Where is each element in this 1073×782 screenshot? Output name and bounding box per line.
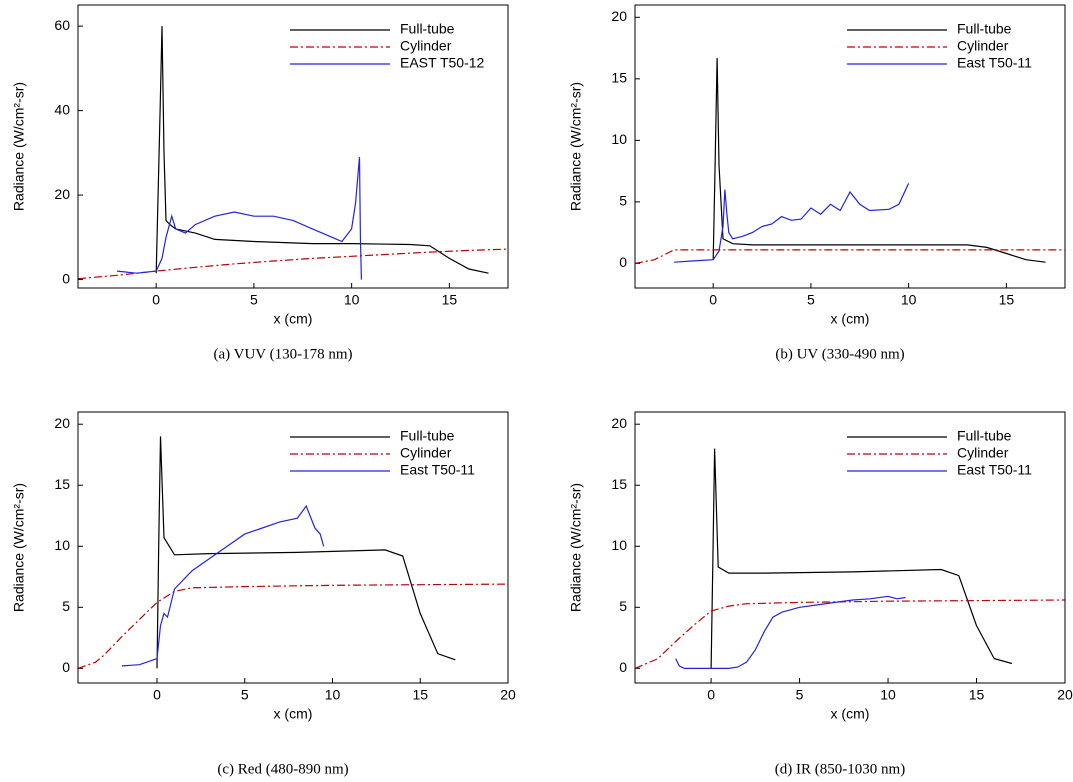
x-axis-label: x (cm) — [274, 706, 313, 722]
y-axis-label: Radiance (W/cm²-sr) — [11, 82, 27, 211]
x-tick-label: 5 — [796, 687, 804, 703]
legend-label: East T50-11 — [957, 55, 1032, 71]
plot-frame — [77, 4, 509, 289]
y-tick-label: 5 — [62, 598, 70, 614]
x-tick-label: 15 — [412, 687, 428, 703]
x-tick-label: 20 — [1057, 687, 1073, 703]
y-axis-label: Radiance (W/cm²-sr) — [568, 483, 584, 612]
series-line — [635, 599, 1065, 669]
series-line — [674, 183, 910, 263]
y-tick-label: 5 — [619, 598, 627, 614]
y-tick-label: 0 — [619, 254, 627, 270]
series-line — [675, 595, 906, 669]
y-tick-label: 15 — [54, 476, 70, 492]
series-line — [78, 248, 508, 280]
plot-frame — [634, 411, 1066, 684]
x-axis-label: x (cm) — [831, 706, 870, 722]
x-tick-label: 5 — [807, 292, 815, 308]
y-tick-label: 20 — [54, 415, 70, 431]
legend-label: Full-tube — [400, 428, 455, 444]
y-tick-label: 10 — [54, 537, 70, 553]
series-line — [712, 57, 1046, 263]
x-tick-label: 10 — [325, 687, 341, 703]
y-tick-label: 10 — [611, 537, 627, 553]
legend-label: Full-tube — [957, 21, 1012, 37]
x-tick-label: 15 — [969, 687, 985, 703]
plot-frame — [634, 4, 1066, 289]
y-tick-label: 0 — [619, 659, 627, 675]
x-tick-label: 10 — [901, 292, 917, 308]
y-tick-label: 5 — [619, 193, 627, 209]
series-line — [155, 26, 489, 274]
legend-label: Cylinder — [957, 38, 1009, 54]
caption: (a) VUV (130-178 nm) — [213, 346, 352, 362]
x-axis-label: x (cm) — [274, 311, 313, 327]
y-axis-label: Radiance (W/cm²-sr) — [568, 82, 584, 211]
legend-label: EAST T50-12 — [400, 55, 485, 71]
series-line — [121, 504, 325, 667]
legend-label: Cylinder — [400, 445, 452, 461]
series-line — [156, 436, 456, 669]
y-tick-label: 20 — [611, 415, 627, 431]
plot-frame — [77, 411, 509, 684]
caption: (d) IR (850-1030 nm) — [775, 761, 905, 777]
legend-label: Full-tube — [400, 21, 455, 37]
y-tick-label: 20 — [611, 8, 627, 24]
x-tick-label: 0 — [153, 687, 161, 703]
caption: (b) UV (330-490 nm) — [775, 346, 904, 362]
x-tick-label: 5 — [250, 292, 258, 308]
legend-label: Full-tube — [957, 428, 1012, 444]
y-tick-label: 15 — [611, 476, 627, 492]
y-tick-label: 60 — [54, 17, 70, 33]
x-tick-label: 0 — [707, 687, 715, 703]
x-tick-label: 0 — [152, 292, 160, 308]
legend-label: East T50-11 — [400, 462, 475, 478]
x-tick-label: 0 — [709, 292, 717, 308]
series-line — [635, 249, 1065, 264]
x-tick-label: 10 — [344, 292, 360, 308]
caption: (c) Red (480-890 nm) — [217, 761, 348, 777]
series-line — [78, 583, 508, 669]
y-tick-label: 40 — [54, 101, 70, 117]
x-axis-label: x (cm) — [831, 311, 870, 327]
y-tick-label: 0 — [62, 659, 70, 675]
x-tick-label: 15 — [442, 292, 458, 308]
y-tick-label: 15 — [611, 70, 627, 86]
x-tick-label: 15 — [999, 292, 1015, 308]
legend-label: East T50-11 — [957, 462, 1032, 478]
y-tick-label: 10 — [611, 131, 627, 147]
series-line — [117, 157, 362, 280]
legend-label: Cylinder — [400, 38, 452, 54]
x-tick-label: 10 — [880, 687, 896, 703]
legend-label: Cylinder — [957, 445, 1009, 461]
x-tick-label: 20 — [500, 687, 516, 703]
x-tick-label: 5 — [241, 687, 249, 703]
y-tick-label: 0 — [62, 270, 70, 286]
series-line — [710, 448, 1013, 669]
y-axis-label: Radiance (W/cm²-sr) — [11, 483, 27, 612]
y-tick-label: 20 — [54, 186, 70, 202]
